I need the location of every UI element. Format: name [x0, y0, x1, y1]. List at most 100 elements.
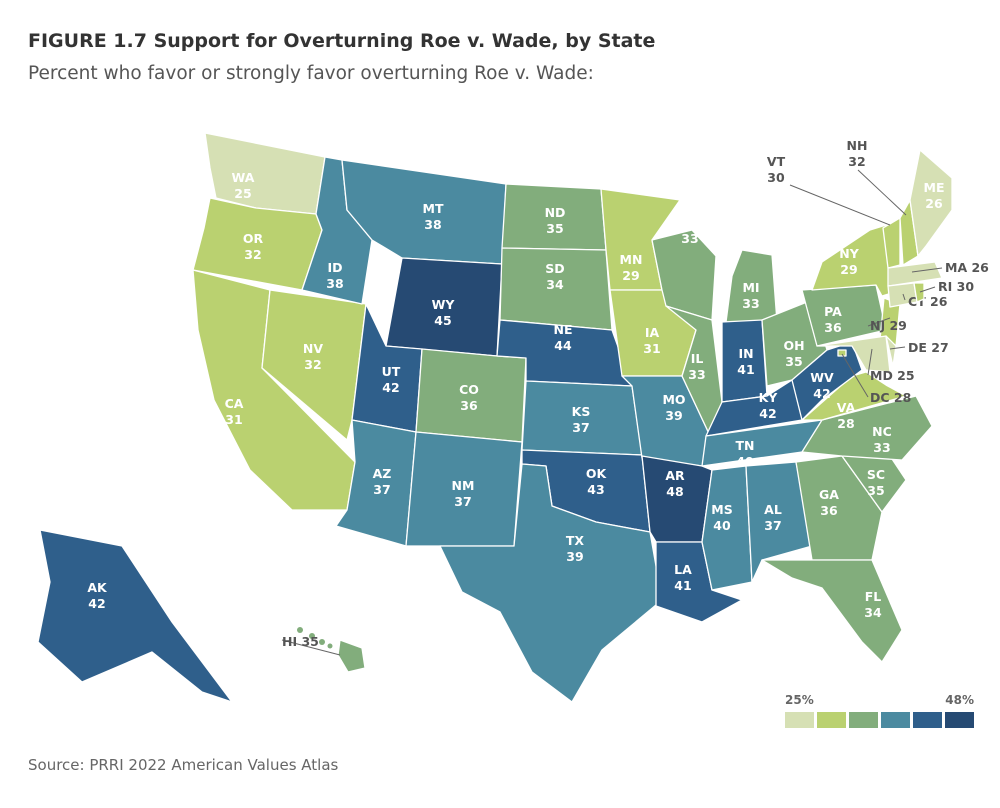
- state-value-label: 33: [742, 296, 759, 311]
- state-abbr-label: MO: [662, 392, 685, 407]
- state-abbr-label: OR: [243, 231, 264, 246]
- state-value-label: 41: [737, 362, 754, 377]
- state-shape: [791, 341, 863, 421]
- state-abbr-label: WA: [232, 170, 255, 185]
- island-shape: [319, 639, 325, 645]
- state-value-label: 37: [373, 482, 390, 497]
- state-ri: RI 30: [913, 279, 974, 303]
- state-value-label: 33: [873, 440, 890, 455]
- state-shape: [885, 335, 897, 367]
- state-shape: [415, 348, 527, 443]
- state-abbr-label: AR: [665, 468, 685, 483]
- state-abbr-label: WI: [681, 215, 699, 230]
- source-note: Source: PRRI 2022 American Values Atlas: [28, 756, 339, 774]
- state-value-label: 31: [643, 341, 660, 356]
- state-shape: [913, 282, 925, 303]
- state-abbr-label: VT: [767, 154, 786, 169]
- state-shape: [816, 335, 891, 373]
- state-value-label: 34: [864, 605, 882, 620]
- state-label: MD 25: [870, 368, 915, 383]
- figure-subtitle: Percent who favor or strongly favor over…: [28, 63, 594, 84]
- island-shape: [327, 643, 333, 649]
- state-shape: [887, 261, 943, 287]
- legend-swatch: [945, 712, 974, 728]
- state-abbr-label: OK: [586, 466, 608, 481]
- state-md: MD 25: [816, 335, 915, 383]
- state-shape: [745, 461, 813, 583]
- state-value-label: 37: [764, 518, 781, 533]
- state-abbr-label: NY: [839, 246, 859, 261]
- legend-max-label: 48%: [945, 693, 974, 707]
- state-shape: [337, 639, 366, 673]
- state-abbr-label: NM: [452, 478, 475, 493]
- state-label: RI 30: [938, 279, 974, 294]
- state-value-label: 28: [837, 416, 854, 431]
- state-shape: [801, 395, 933, 461]
- state-abbr-label: AK: [87, 580, 108, 595]
- state-abbr-label: SC: [867, 467, 885, 482]
- leader-line: [789, 184, 891, 226]
- state-abbr-label: NE: [553, 322, 572, 337]
- state-value-label: 42: [88, 596, 105, 611]
- state-abbr-label: UT: [382, 364, 401, 379]
- state-value-label: 34: [546, 277, 564, 292]
- state-value-label: 32: [244, 247, 261, 262]
- state-abbr-label: WV: [810, 370, 834, 385]
- state-abbr-label: ID: [327, 260, 342, 275]
- state-value-label: 38: [326, 276, 343, 291]
- state-value-label: 41: [674, 578, 691, 593]
- state-abbr-label: AL: [764, 502, 782, 517]
- state-abbr-label: IL: [691, 351, 704, 366]
- state-value-label: 35: [867, 483, 884, 498]
- state-value-label: 35: [546, 221, 563, 236]
- state-abbr-label: CA: [225, 396, 244, 411]
- state-label: MA 26: [945, 260, 989, 275]
- state-abbr-label: ND: [545, 205, 566, 220]
- leader-line: [857, 169, 907, 216]
- state-abbr-label: MT: [423, 201, 444, 216]
- state-abbr-label: AZ: [373, 466, 392, 481]
- state-abbr-label: VA: [837, 400, 856, 415]
- state-value-label: 32: [304, 357, 321, 372]
- state-value-label: 36: [460, 398, 478, 413]
- state-label: NJ 29: [870, 318, 907, 333]
- leader-line: [919, 286, 936, 293]
- state-ma: MA 26: [887, 260, 989, 287]
- state-label: CT 26: [908, 294, 948, 309]
- state-hi: HI 35: [281, 627, 366, 673]
- state-value-label: 42: [759, 406, 776, 421]
- state-value-label: 48: [666, 484, 683, 499]
- state-de: DE 27: [885, 335, 949, 367]
- state-value-label: 36: [820, 503, 838, 518]
- state-value-label: 29: [840, 262, 857, 277]
- leader-line: [841, 353, 869, 398]
- state-value-label: 25: [234, 186, 251, 201]
- state-abbr-label: IN: [738, 346, 753, 361]
- state-abbr-label: ME: [924, 180, 945, 195]
- leader-line: [281, 639, 341, 656]
- island-shape: [297, 627, 303, 633]
- state-abbr-label: NC: [872, 424, 892, 439]
- state-abbr-label: IA: [645, 325, 660, 340]
- state-abbr-label: NV: [303, 341, 323, 356]
- figure-title: FIGURE 1.7 Support for Overturning Roe v…: [28, 30, 656, 52]
